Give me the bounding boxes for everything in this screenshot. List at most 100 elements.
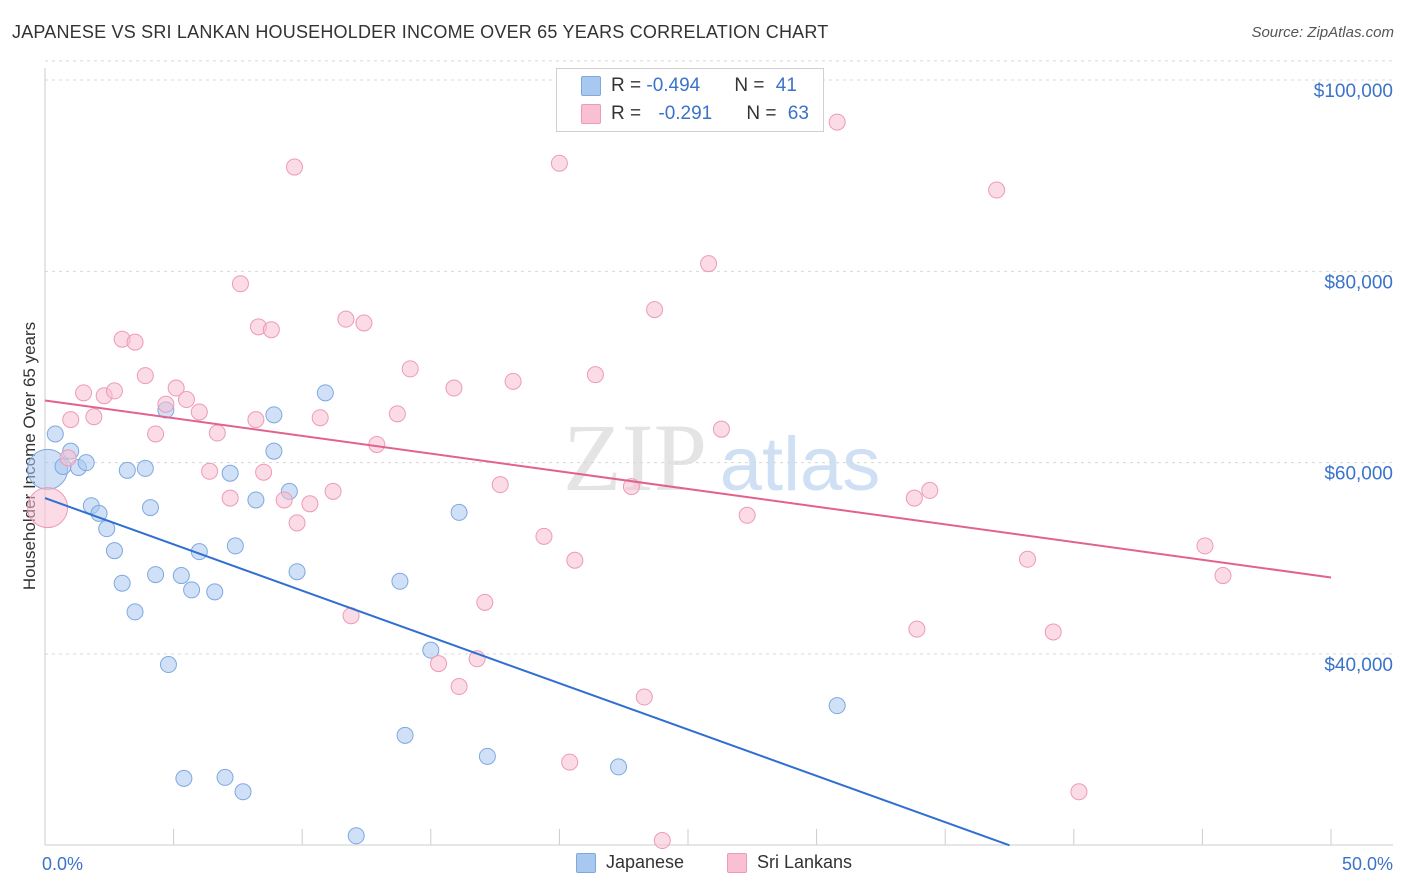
- srilankan-point: [738, 506, 756, 524]
- legend-label-japanese: Japanese: [606, 852, 685, 872]
- srilankan-point: [430, 655, 448, 673]
- japanese-point: [265, 442, 283, 460]
- srilankan-point: [908, 620, 926, 638]
- srilankan-point: [445, 379, 463, 397]
- japanese-point: [478, 747, 496, 765]
- srilankan-point: [59, 449, 77, 467]
- legend-r-value: -0.291: [658, 103, 713, 124]
- y-tick-label: $40,000: [1324, 655, 1393, 676]
- watermark-atlas: atlas: [720, 422, 881, 507]
- legend-swatch-japanese: [576, 852, 596, 873]
- japanese-point: [105, 542, 123, 560]
- srilankan-point: [388, 405, 406, 423]
- srilankan-point: [905, 489, 923, 507]
- watermark: ZIP atlas: [563, 404, 880, 511]
- srilankan-point: [275, 491, 293, 509]
- srilankan-point: [1070, 783, 1088, 801]
- legend-swatch-srilankans: [581, 104, 601, 124]
- japanese-point: [247, 491, 265, 509]
- japanese-point: [206, 583, 224, 601]
- srilankan-point: [85, 408, 103, 426]
- japanese-point: [288, 563, 306, 581]
- legend-r-label: R =: [611, 75, 647, 96]
- srilankan-point: [285, 158, 303, 176]
- srilankan-point: [75, 384, 93, 402]
- srilankan-point: [586, 366, 604, 384]
- data-points: [27, 113, 1232, 850]
- srilankan-point: [126, 333, 144, 351]
- srilankan-point: [190, 403, 208, 421]
- japanese-point: [422, 641, 440, 659]
- legend-swatch-japanese: [581, 76, 601, 96]
- japanese-point: [126, 603, 144, 621]
- legend-swatch-srilankans: [727, 852, 747, 873]
- srilankan-point: [1214, 567, 1232, 585]
- srilankan-point: [136, 367, 154, 385]
- srilankan-point: [921, 481, 939, 499]
- japanese-point: [147, 566, 165, 584]
- japanese-point: [828, 697, 846, 715]
- legend-row-srilankans: R = -0.291 N = 63: [581, 101, 809, 127]
- srilankan-point: [566, 551, 584, 569]
- japanese-point: [159, 656, 177, 674]
- watermark-zip: ZIP: [563, 404, 707, 511]
- srilankan-point: [653, 832, 671, 850]
- legend-item-srilankans[interactable]: Sri Lankans: [727, 852, 852, 873]
- legend-row-japanese: R = -0.494 N = 41: [581, 73, 797, 99]
- japanese-point: [90, 504, 108, 522]
- japanese-point: [113, 574, 131, 592]
- japanese-point: [234, 783, 252, 801]
- japanese-point: [610, 758, 628, 776]
- legend-r-label: R =: [611, 103, 647, 124]
- srilankan-point: [201, 462, 219, 480]
- stats-legend: R = -0.494 N = 41 R = -0.291 N = 63: [556, 68, 824, 132]
- japanese-point: [450, 503, 468, 521]
- japanese-point: [77, 454, 95, 472]
- srilankan-point: [288, 514, 306, 532]
- srilankan-point: [337, 310, 355, 328]
- srilankan-point: [247, 411, 265, 429]
- japanese-point: [265, 406, 283, 424]
- srilankan-point: [476, 593, 494, 611]
- srilankan-point: [221, 489, 239, 507]
- srilankan-point: [828, 113, 846, 131]
- source-label: Source: ZipAtlas.com: [1251, 24, 1394, 41]
- srilankan-point: [491, 476, 509, 494]
- grid: [45, 60, 1393, 655]
- srilankan-point: [255, 463, 273, 481]
- japanese-trend-line: [44, 497, 1010, 847]
- japanese-point: [216, 768, 234, 786]
- japanese-point: [316, 384, 334, 402]
- japanese-point: [118, 461, 136, 479]
- japanese-point: [183, 581, 201, 599]
- srilankan-point: [167, 379, 185, 397]
- srilankan-point: [324, 482, 342, 500]
- srilankan-point: [550, 154, 568, 172]
- legend-n-label: N =: [746, 103, 782, 124]
- srilankan-point: [177, 391, 195, 409]
- y-tick-label: $60,000: [1324, 464, 1393, 485]
- y-tick-label: $80,000: [1324, 272, 1393, 293]
- srilankan-point: [208, 424, 226, 442]
- x-tick-label: 50.0%: [1342, 854, 1393, 874]
- legend-n-label: N =: [734, 75, 770, 96]
- srilankan-point: [1044, 623, 1062, 641]
- srilankan-point: [1019, 550, 1037, 568]
- japanese-point: [46, 425, 64, 443]
- srilankan-point: [147, 425, 165, 443]
- srilankan-trend-line: [44, 399, 1332, 579]
- srilankan-point: [504, 372, 522, 390]
- srilankan-point: [646, 301, 664, 319]
- srilankan-point: [62, 411, 80, 429]
- legend-item-japanese[interactable]: Japanese: [576, 852, 684, 873]
- srilankan-point: [450, 678, 468, 696]
- chart-title: JAPANESE VS SRI LANKAN HOUSEHOLDER INCOM…: [12, 22, 829, 42]
- srilankan-point: [105, 382, 123, 400]
- series-legend: Japanese Sri Lankans: [0, 852, 1406, 876]
- japanese-point: [172, 567, 190, 585]
- japanese-point: [136, 459, 154, 477]
- japanese-point: [391, 572, 409, 590]
- srilankan-point: [561, 753, 579, 771]
- srilankan-point: [27, 487, 69, 529]
